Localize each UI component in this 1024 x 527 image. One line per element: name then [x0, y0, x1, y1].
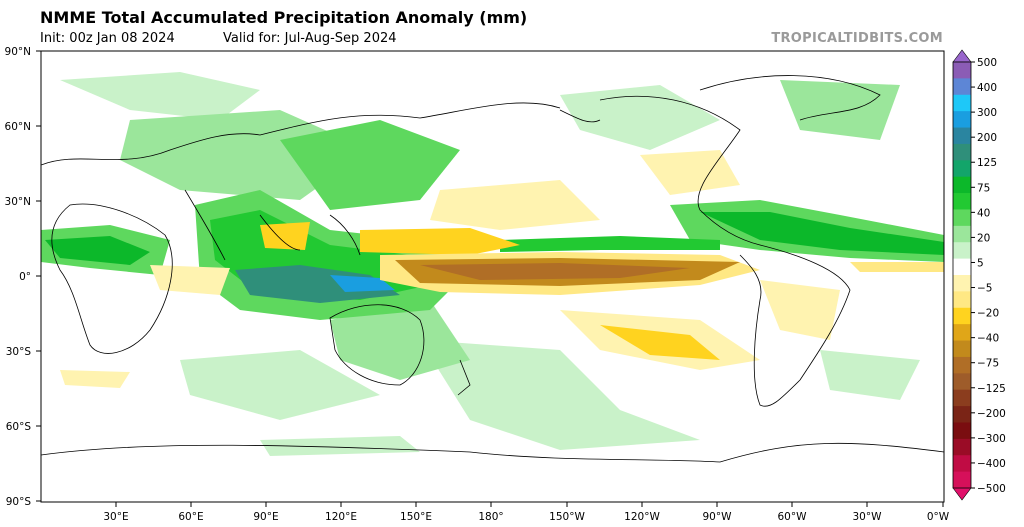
dry-anomaly-patch: [260, 222, 310, 250]
colorbar-swatch: [953, 471, 971, 489]
colorbar-swatch: [953, 160, 971, 178]
wet-anomaly-patch: [260, 436, 420, 456]
colorbar-swatch: [953, 356, 971, 374]
dry-anomaly-patch: [850, 262, 944, 272]
colorbar-swatch: [953, 62, 971, 79]
wet-anomaly-core: [330, 275, 395, 292]
colorbar-label: −75: [977, 358, 999, 370]
colorbar-swatch: [953, 275, 971, 292]
colorbar-swatch: [953, 193, 971, 210]
colorbar-swatch: [953, 291, 971, 309]
colorbar-label: 40: [977, 207, 990, 219]
lat-tick-label: 0°: [19, 271, 31, 283]
coastlines: [41, 75, 944, 463]
wet-anomaly-core: [235, 265, 400, 303]
map-title: NMME Total Accumulated Precipitation Ano…: [40, 8, 528, 27]
dry-anomaly-patch: [150, 265, 230, 295]
colorbar-frame: [952, 61, 972, 489]
dry-anomaly-patch: [640, 150, 740, 195]
colorbar-label: 200: [977, 132, 997, 144]
lon-tick-label: 0°W: [927, 511, 950, 523]
wet-anomaly-patch: [780, 80, 900, 140]
colorbar-swatch: [953, 455, 971, 473]
wet-anomaly-patch: [280, 120, 460, 210]
lon-tick-label: 30°W: [853, 511, 883, 523]
colorbar-label: 75: [977, 182, 990, 194]
colorbar-label: −20: [977, 308, 999, 320]
colorbar-label: −300: [977, 433, 1006, 445]
colorbar-label: 20: [977, 232, 990, 244]
colorbar-label: 500: [977, 57, 997, 69]
latitude-axis: 90°N 60°N 30°N 0° 30°S 60°S 90°S: [5, 46, 41, 508]
colorbar: 500 400 300 200 125 75 40 20 5 −5 −20 −40 −75 −125 −20…: [952, 49, 1006, 501]
lat-tick-label: 90°S: [6, 496, 32, 508]
colorbar-swatch: [953, 389, 971, 407]
init-time-label: Init: 00z Jan 08 2024: [40, 31, 175, 46]
wet-anomaly-patch: [180, 350, 380, 420]
colorbar-swatch: [953, 422, 971, 440]
colorbar-label: −200: [977, 408, 1006, 420]
lon-tick-label: 150°W: [549, 511, 585, 523]
wet-anomaly-band: [500, 236, 720, 252]
wet-anomaly-patch: [820, 350, 920, 400]
wet-anomaly-patch: [420, 340, 700, 450]
colorbar-swatch: [953, 127, 971, 145]
dry-anomaly-patch: [60, 370, 130, 388]
colorbar-swatch: [953, 340, 971, 358]
colorbar-label: −40: [977, 333, 999, 345]
valid-period-label: Valid for: Jul-Aug-Sep 2024: [223, 31, 397, 46]
lon-tick-label: 180°: [478, 511, 503, 523]
dry-anomaly-patch: [430, 180, 600, 230]
colorbar-swatch: [953, 258, 971, 276]
lon-tick-label: 90°E: [253, 511, 278, 523]
wet-anomaly-band: [700, 212, 944, 255]
colorbar-label: −125: [977, 383, 1006, 395]
lon-tick-label: 90°W: [703, 511, 733, 523]
lon-tick-label: 30°E: [103, 511, 128, 523]
wet-anomaly-patch: [330, 300, 470, 380]
colorbar-swatch: [953, 143, 971, 161]
colorbar-swatch: [953, 111, 971, 128]
lat-tick-label: 60°N: [5, 121, 31, 133]
colorbar-label: −400: [977, 458, 1006, 470]
colorbar-swatch: [953, 324, 971, 341]
wet-anomaly-patch: [60, 72, 260, 120]
lon-tick-label: 60°W: [778, 511, 808, 523]
colorbar-label: 5: [977, 257, 984, 269]
colorbar-label: 300: [977, 107, 997, 119]
wet-anomaly-band: [45, 236, 150, 265]
colorbar-swatch: [953, 225, 971, 243]
colorbar-swatch: [953, 307, 971, 325]
lon-tick-label: 60°E: [178, 511, 203, 523]
anomaly-fields: [41, 72, 944, 463]
site-credit: TROPICALTIDBITS.COM: [771, 31, 943, 46]
colorbar-max-arrow: [952, 49, 972, 63]
colorbar-label: 400: [977, 82, 997, 94]
longitude-axis: 30°E 60°E 90°E 120°E 150°E 180° 150°W 12…: [103, 502, 950, 523]
lat-tick-label: 30°S: [6, 346, 32, 358]
colorbar-swatch: [953, 209, 971, 227]
colorbar-label: −5: [977, 283, 992, 295]
lat-tick-label: 90°N: [5, 46, 31, 58]
dry-anomaly-patch: [600, 325, 720, 360]
lon-tick-label: 120°W: [624, 511, 660, 523]
dry-anomaly-patch: [360, 228, 520, 255]
colorbar-swatch: [953, 373, 971, 391]
colorbar-swatch: [953, 406, 971, 423]
colorbar-swatch: [953, 438, 971, 456]
colorbar-label: −500: [977, 483, 1006, 495]
lat-tick-label: 30°N: [5, 196, 31, 208]
dry-anomaly-patch: [760, 280, 840, 340]
lon-tick-label: 150°E: [400, 511, 432, 523]
colorbar-min-arrow: [952, 487, 972, 501]
colorbar-swatch: [953, 176, 971, 194]
dry-anomaly-core: [420, 263, 690, 280]
colorbar-swatch: [953, 94, 971, 112]
colorbar-label: 125: [977, 157, 997, 169]
colorbar-swatch: [953, 242, 971, 260]
colorbar-swatch: [953, 78, 971, 96]
lon-tick-label: 120°E: [325, 511, 357, 523]
lat-tick-label: 60°S: [6, 421, 32, 433]
